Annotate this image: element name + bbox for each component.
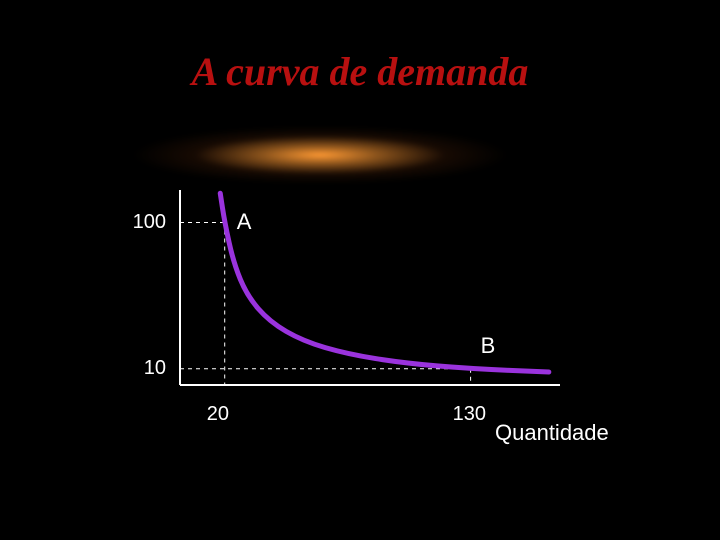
slide-title: A curva de demanda: [0, 48, 720, 95]
x-tick-130: 130: [453, 403, 486, 426]
demand-curve: [220, 193, 549, 372]
y-tick-100: 100: [122, 211, 166, 234]
x-tick-20: 20: [207, 403, 229, 426]
demand-curve-chart: [170, 190, 560, 395]
y-axis-label: Preço: [100, 165, 157, 191]
x-axis-label: Quantidade: [495, 420, 609, 446]
y-tick-10: 10: [122, 357, 166, 380]
slide: A curva de demanda Preço Quantidade A B 10…: [0, 0, 720, 540]
point-a-label: A: [237, 209, 252, 235]
chart-area: [170, 190, 570, 410]
point-b-label: B: [481, 333, 496, 359]
